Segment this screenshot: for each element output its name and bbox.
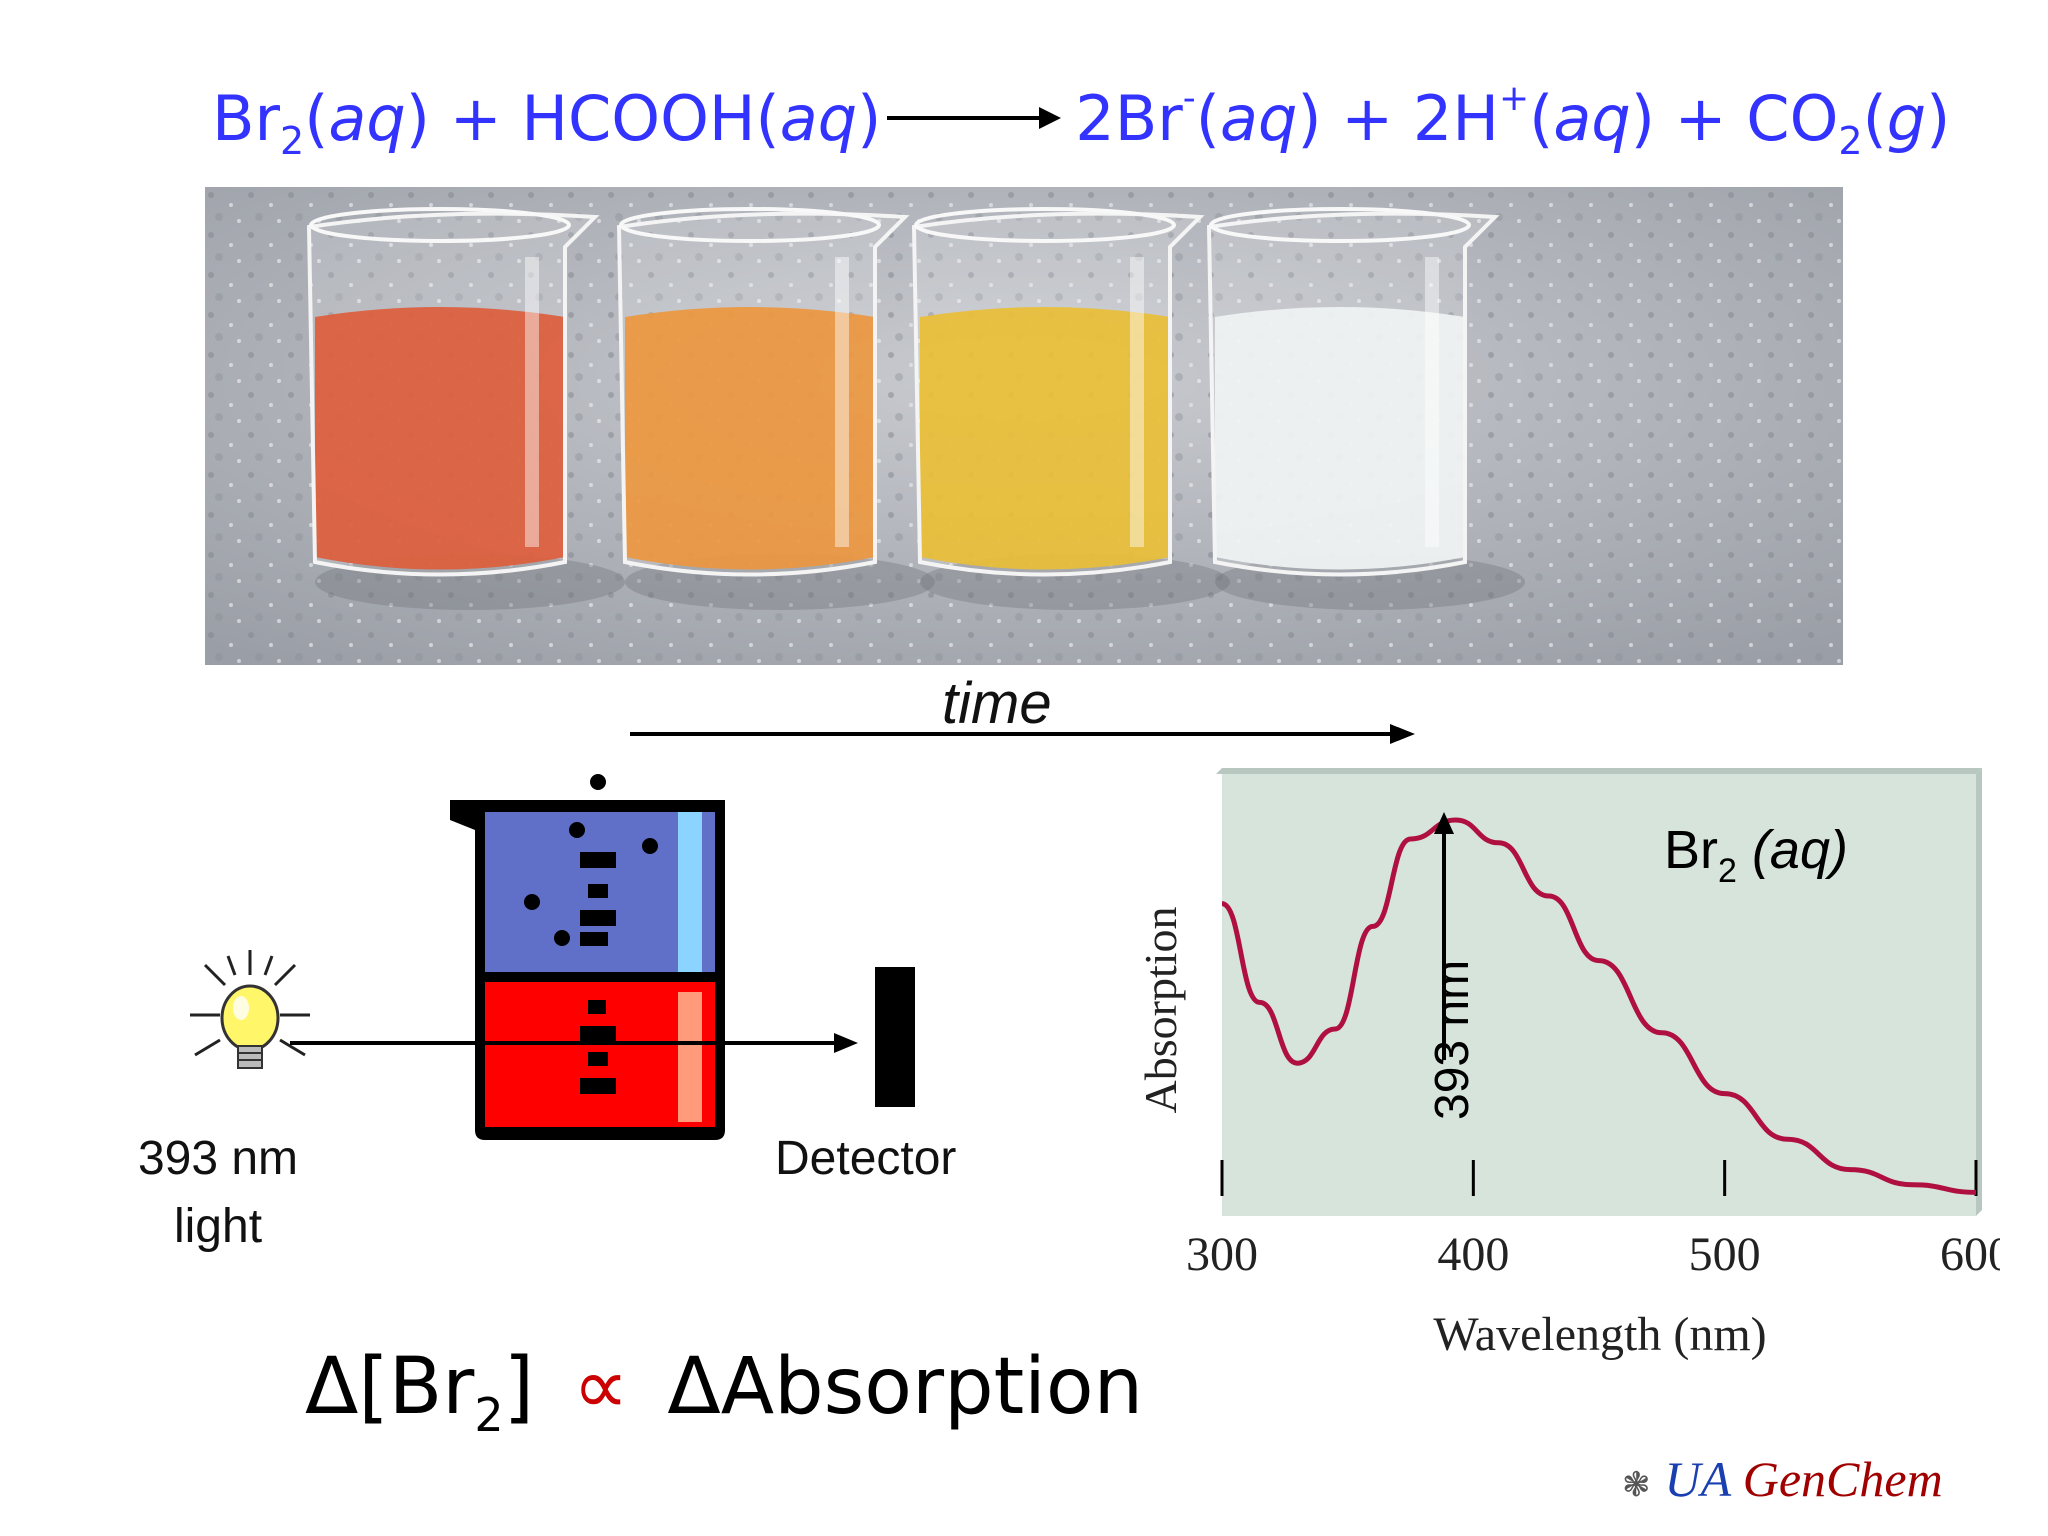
product-proton: 2H+(aq) (1412, 78, 1655, 155)
delta-absorption: ΔAbsorption (667, 1342, 1144, 1432)
delta-br2: Δ[Br (305, 1342, 475, 1432)
beaker-4 (1206, 207, 1525, 610)
absorption-spectrum-svg: 300 400 500 600 393 nm Br2 (aq) Absorption … (1135, 768, 2012, 1361)
reaction-arrow (887, 107, 1062, 129)
plot-area (1222, 774, 1976, 1216)
reactant-br2: Br2(aq) (212, 82, 430, 163)
credit-logo: ❃ UA GenChem (1622, 1451, 1943, 1507)
absorption-spectrum-chart: 300 400 500 600 393 nm Br2 (aq) Absorption … (1100, 760, 2012, 1400)
x-tick-label-300: 300 (1186, 1228, 1258, 1281)
beaker-3 (911, 207, 1230, 610)
product-co2: CO2(g) (1746, 82, 1951, 163)
reaction-equation: Br2(aq) + HCOOH(aq) 2Br-(aq) + 2H+(aq) +… (212, 78, 1950, 168)
cuvette-beaker-icon (450, 774, 725, 1140)
x-tick-label-500: 500 (1689, 1228, 1761, 1281)
beakers-photo (205, 187, 1843, 665)
beakers-photo-svg (205, 187, 1843, 665)
x-axis-label: Wavelength (nm) (1433, 1308, 1766, 1361)
beaker-2 (616, 207, 935, 610)
time-label: time (942, 671, 1052, 736)
y-axis-label: Absorption (1135, 907, 1186, 1114)
proportional-symbol: ∝ (572, 1342, 629, 1432)
spectrometer-diagram (190, 774, 915, 1140)
beaker-1 (306, 207, 625, 610)
time-arrow (630, 724, 1415, 744)
detector-block (875, 967, 915, 1107)
beam-arrowhead (834, 1033, 858, 1053)
reactant-hcooh: HCOOH(aq) (521, 82, 882, 155)
light-source-label: 393 nm light (137, 1132, 299, 1253)
plus-sign: + (1654, 82, 1747, 155)
peak-arrowhead (1434, 812, 1454, 834)
peak-wavelength-label: 393 nm (1426, 960, 1479, 1120)
plus-sign: + (429, 82, 522, 155)
light-bulb-icon (190, 950, 310, 1069)
x-tick-label-600: 600 (1940, 1228, 2000, 1281)
proportionality-formula: Δ[Br2] ∝ ΔAbsorption (305, 1342, 1144, 1442)
spectrum-curve (1221, 817, 1977, 1195)
flower-icon: ❃ (1622, 1467, 1651, 1504)
plus-sign: + (1321, 82, 1413, 155)
detector-label: Detector (775, 1132, 957, 1185)
x-tick-label-400: 400 (1437, 1228, 1509, 1281)
product-bromide: 2Br-(aq) (1075, 78, 1322, 155)
species-label: Br2 (aq) (1664, 820, 1848, 890)
